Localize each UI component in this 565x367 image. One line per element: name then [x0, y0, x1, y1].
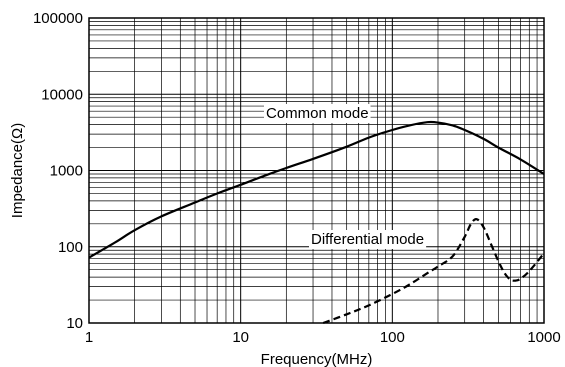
x-tick-labels: 1 10 100 1000 [85, 329, 561, 346]
common-mode-line [88, 120, 545, 259]
y-tick-label: 100000 [33, 10, 83, 27]
x-axis-label: Frequency(MHz) [261, 351, 373, 367]
y-tick-label: 10 [66, 315, 83, 332]
series-layer [88, 120, 545, 325]
common-mode-label: Common mode [266, 105, 369, 122]
x-tick-label: 100 [380, 329, 405, 346]
common-mode-annotation: Common mode [264, 104, 371, 123]
y-tick-labels: 10 100 1000 10000 100000 [33, 10, 83, 332]
x-tick-label: 10 [232, 329, 249, 346]
y-tick-label: 1000 [50, 163, 83, 180]
differential-mode-label: Differential mode [311, 231, 424, 248]
annotations: Common mode Differential mode [264, 104, 427, 249]
x-tick-label: 1000 [527, 329, 560, 346]
common-mode-label-bg [264, 104, 371, 123]
x-tick-label: 1 [85, 329, 93, 346]
y-tick-label: 10000 [41, 86, 83, 103]
differential-mode-line [322, 218, 545, 325]
differential-mode-label-bg [309, 230, 427, 249]
plot-frame [88, 17, 545, 324]
y-axis-label: Impedance(Ω) [9, 123, 26, 218]
grid [88, 18, 544, 324]
differential-mode-annotation: Differential mode [309, 230, 427, 249]
y-tick-label: 100 [58, 239, 83, 256]
